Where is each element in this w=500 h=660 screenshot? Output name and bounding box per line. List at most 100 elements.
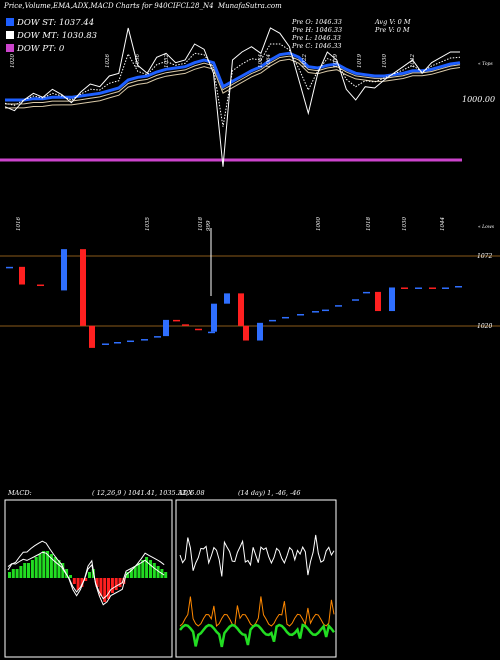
prev-high: Pre H: 1046.33 <box>292 26 343 34</box>
macd-bar <box>95 578 99 587</box>
candle <box>127 340 134 343</box>
candle <box>80 249 86 326</box>
macd-bar <box>133 566 137 578</box>
candle <box>335 305 342 307</box>
prev-open: Pre O: 1046.33 <box>292 18 342 26</box>
macd-bar <box>11 569 15 578</box>
tops-tag: « Tops <box>478 62 493 67</box>
macd-bar <box>57 560 61 578</box>
adx-panel <box>175 499 337 658</box>
macd-bar <box>99 578 103 596</box>
lows-tag: « Lows <box>478 225 495 230</box>
adx-line <box>179 534 335 577</box>
macd-bar <box>141 560 145 578</box>
macd-bar <box>34 557 38 578</box>
macd-bar <box>137 563 141 578</box>
level-label-lower: 1020 <box>477 323 493 330</box>
candle <box>61 249 67 291</box>
chart-title: Price,Volume,EMA,ADX,MACD Charts for 940… <box>4 2 214 10</box>
macd-frame <box>4 499 173 658</box>
macd-bar <box>107 578 110 599</box>
macd-bar <box>69 575 72 578</box>
macd-bar <box>84 578 88 581</box>
macd-bar <box>72 578 76 584</box>
candle <box>375 291 381 312</box>
candle-panel <box>0 228 500 348</box>
macd-bar <box>103 578 107 602</box>
macd-bar <box>61 563 65 578</box>
macd-bar <box>156 566 160 578</box>
macd-bar <box>88 572 91 578</box>
ema-dotted-line <box>4 43 461 127</box>
ema-slow-line <box>4 58 461 109</box>
candle <box>37 284 44 287</box>
top-label: 1036 <box>135 54 141 68</box>
candle <box>141 339 148 341</box>
candle <box>6 266 13 269</box>
macd-bar <box>30 560 34 578</box>
macd-bar <box>19 566 23 578</box>
chart-header: Price,Volume,EMA,ADX,MACD Charts for 940… <box>4 2 282 10</box>
top-label: 1019 <box>357 54 363 68</box>
candle <box>312 311 319 313</box>
candle <box>415 287 422 289</box>
low-label: 1018 <box>366 217 372 231</box>
low-label: 1030 <box>402 217 408 231</box>
top-label: 1052 <box>164 54 170 68</box>
top-label: 1020 <box>10 54 16 68</box>
dow-pt-swatch <box>6 44 14 52</box>
top-label: 1026 <box>105 54 111 68</box>
top-label: 1019 <box>333 54 339 68</box>
adx-title: ADX <box>178 489 193 497</box>
candle <box>163 319 169 337</box>
macd-bar <box>38 554 42 578</box>
candle <box>389 287 395 312</box>
site-name: MunafaSutra.com <box>218 2 282 10</box>
macd-bar <box>164 572 168 578</box>
avg-volume: Avg V: 0 M <box>375 18 411 26</box>
macd-bar <box>49 554 53 578</box>
prev-volume: Pre V: 0 M <box>375 26 410 34</box>
macd-bar <box>53 557 57 578</box>
candle <box>243 325 249 341</box>
macd-signal-line <box>7 551 165 600</box>
candle <box>208 331 215 334</box>
candle <box>238 293 244 326</box>
candle <box>352 299 359 301</box>
dow-st-swatch <box>6 18 14 26</box>
low-label: 1016 <box>16 217 22 231</box>
candle <box>195 328 202 331</box>
candle <box>401 287 408 289</box>
macd-bar <box>126 572 130 578</box>
ema-fast-line <box>5 51 461 102</box>
candle <box>363 291 370 294</box>
low-label: 1000 <box>316 217 322 231</box>
top-label: 1022 <box>302 54 308 68</box>
candle <box>182 324 189 326</box>
candle <box>442 287 449 289</box>
candle <box>224 293 230 304</box>
candle <box>269 319 276 322</box>
top-label: 1042 <box>410 54 416 68</box>
macd-bar <box>110 578 114 593</box>
legend-dow-st: DOW ST: 1037.44 <box>6 18 94 28</box>
level-label-upper: 1072 <box>477 253 493 260</box>
price-ema-panel <box>0 27 462 167</box>
adx-params: (14 day) 1, -46, -46 <box>238 489 301 497</box>
macd-params: ( 12,26,9 ) 1041.41, 1035.33, 6.08 <box>92 489 205 497</box>
candle <box>455 286 462 288</box>
macd-bar <box>46 551 50 578</box>
candle <box>282 316 289 319</box>
legend-dow-mt: DOW MT: 1030.83 <box>6 31 97 41</box>
macd-bar <box>80 578 84 587</box>
macd-panel <box>4 499 173 658</box>
top-label: 1064 <box>266 54 272 68</box>
macd-bar <box>122 578 126 584</box>
adx-di-minus-line <box>179 623 335 648</box>
macd-bar <box>145 557 149 578</box>
candle <box>322 309 329 312</box>
low-label: 999 <box>206 220 212 232</box>
candle <box>297 314 304 316</box>
low-label: 1044 <box>440 217 446 231</box>
